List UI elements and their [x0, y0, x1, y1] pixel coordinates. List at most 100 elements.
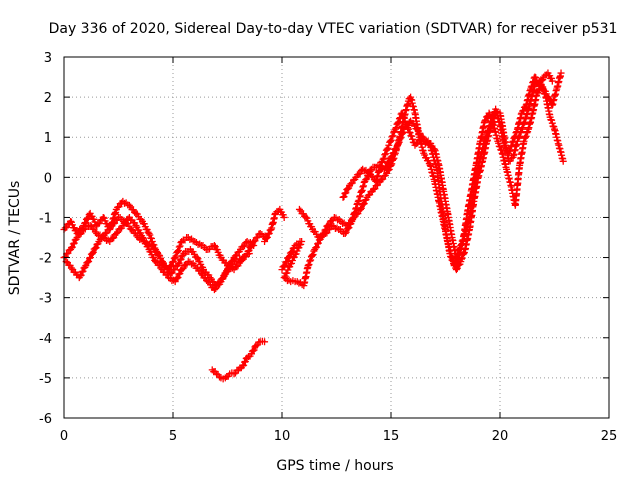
data-point: [280, 213, 288, 221]
data-point: [373, 181, 381, 189]
data-point: [174, 247, 182, 255]
data-point: [85, 257, 93, 265]
data-point: [512, 129, 520, 137]
data-point: [312, 244, 320, 252]
data-point: [520, 106, 528, 114]
data-point: [398, 109, 406, 117]
data-point: [408, 132, 416, 140]
data-point: [176, 270, 184, 278]
data-point: [388, 153, 396, 161]
data-point: [400, 114, 408, 122]
data-point: [358, 186, 366, 194]
data-point: [252, 342, 260, 350]
y-tick-label: -5: [39, 372, 52, 387]
data-point: [508, 142, 516, 150]
data-point: [261, 338, 269, 346]
data-point: [81, 219, 89, 227]
data-point: [340, 193, 348, 201]
data-point: [160, 262, 168, 270]
data-point: [245, 250, 253, 258]
data-point: [458, 237, 466, 245]
data-point: [404, 124, 412, 132]
data-point: [233, 251, 241, 259]
data-point: [197, 270, 205, 278]
data-point: [67, 264, 75, 272]
data-points: [60, 69, 567, 383]
data-point: [70, 239, 78, 247]
data-point: [248, 241, 256, 249]
series-track-G: [339, 69, 556, 262]
data-point: [125, 201, 133, 209]
data-point: [557, 69, 565, 77]
data-point: [484, 126, 492, 134]
data-point: [399, 128, 407, 136]
data-point: [176, 242, 184, 250]
data-point: [359, 183, 367, 191]
data-point: [486, 122, 494, 130]
data-point: [395, 138, 403, 146]
data-point: [399, 111, 407, 119]
data-point: [308, 252, 316, 260]
x-tick-label: 10: [274, 429, 291, 444]
data-point: [147, 235, 155, 243]
data-point: [456, 245, 464, 253]
data-point: [222, 268, 230, 276]
data-point: [527, 83, 535, 91]
data-point: [391, 125, 399, 133]
data-point: [481, 117, 489, 125]
data-point: [210, 242, 218, 250]
data-point: [305, 261, 313, 269]
data-point: [382, 150, 390, 158]
data-point: [77, 230, 85, 238]
data-point: [413, 125, 421, 133]
data-point: [353, 200, 361, 208]
data-point: [397, 134, 405, 142]
data-point: [304, 262, 312, 270]
data-point: [529, 78, 537, 86]
data-point: [485, 123, 493, 131]
data-point: [372, 176, 380, 184]
x-axis-label: GPS time / hours: [276, 458, 393, 474]
data-point: [379, 175, 387, 183]
data-point: [241, 242, 249, 250]
data-point: [508, 138, 516, 146]
y-tick-label: -2: [39, 252, 52, 267]
data-point: [341, 189, 349, 197]
data-point: [326, 225, 334, 233]
y-tick-label: 3: [44, 51, 52, 66]
data-point: [76, 272, 84, 280]
data-point: [535, 81, 543, 89]
data-point: [348, 179, 356, 187]
data-point: [489, 112, 497, 120]
data-point: [359, 165, 367, 173]
series-track-D: [208, 337, 269, 383]
data-point: [390, 128, 398, 136]
data-point: [507, 143, 515, 151]
y-tick-label: -1: [39, 211, 52, 226]
data-point: [404, 125, 412, 133]
data-point: [306, 257, 314, 265]
data-point: [110, 234, 118, 242]
data-point: [250, 346, 258, 354]
data-point: [360, 182, 368, 190]
data-point: [112, 208, 120, 216]
data-point: [359, 200, 367, 208]
x-tick-label: 15: [383, 429, 400, 444]
data-point: [534, 88, 542, 96]
data-point: [133, 232, 141, 240]
data-point: [511, 133, 519, 141]
data-point: [128, 225, 136, 233]
data-point: [342, 228, 350, 236]
data-point: [414, 139, 422, 147]
data-point: [91, 244, 99, 252]
data-point: [392, 124, 400, 132]
data-point: [171, 265, 179, 273]
data-point: [394, 119, 402, 127]
y-tick-label: 0: [44, 171, 52, 186]
data-point: [69, 240, 77, 248]
data-point: [178, 266, 186, 274]
data-point: [175, 270, 183, 278]
data-point: [77, 271, 85, 279]
data-point: [61, 253, 69, 261]
